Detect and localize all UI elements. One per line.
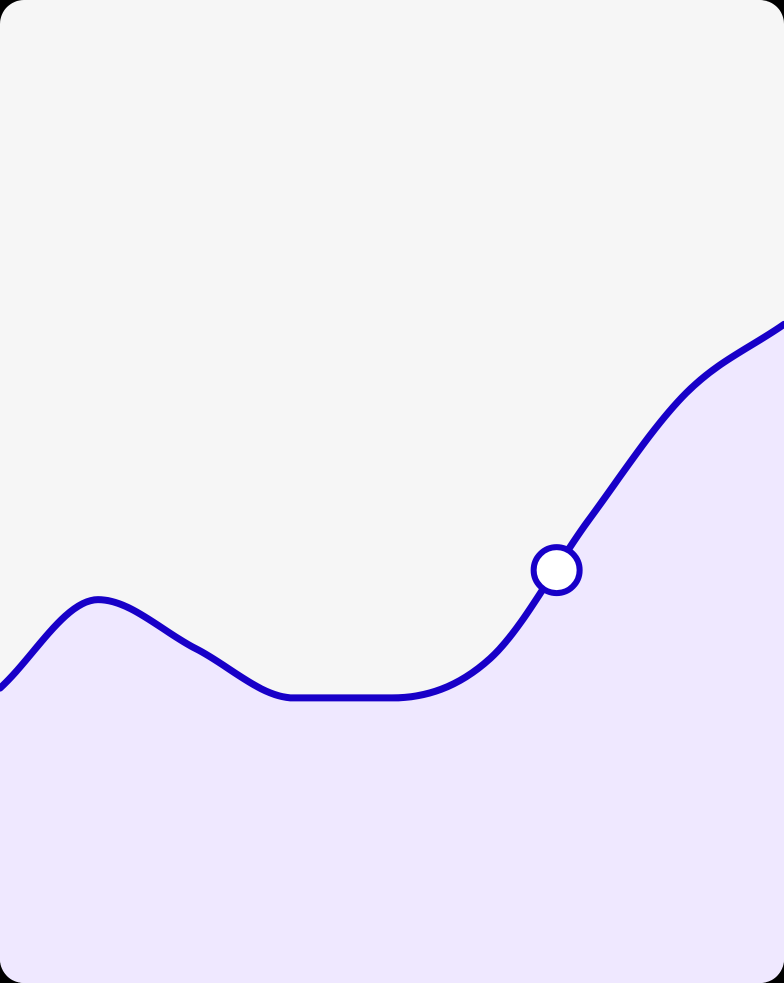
- highlighted-point-marker[interactable]: [530, 544, 583, 597]
- area-fill: [0, 324, 784, 983]
- series-line: [0, 320, 784, 702]
